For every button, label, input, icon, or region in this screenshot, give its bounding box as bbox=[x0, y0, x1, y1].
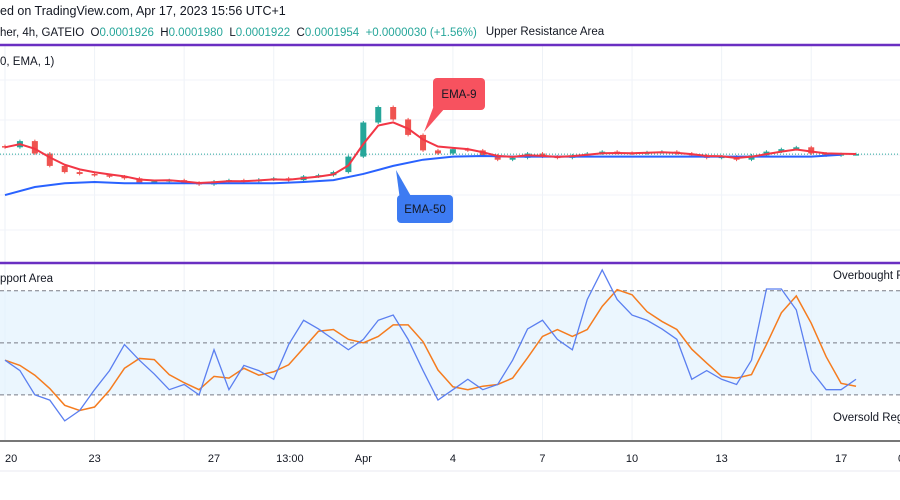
candle-down bbox=[121, 176, 128, 179]
close-label: C bbox=[296, 27, 305, 39]
ema-50-callout bbox=[397, 195, 453, 223]
upper-resistance-label: Upper Resistance Area bbox=[486, 26, 605, 38]
candle-down bbox=[61, 165, 68, 173]
oscillator-slow-line bbox=[4, 288, 857, 412]
x-tick-label: 13 bbox=[716, 453, 728, 465]
candle-down bbox=[46, 153, 53, 166]
candle-up bbox=[375, 107, 382, 123]
x-tick-label: 10 bbox=[626, 453, 638, 465]
indicator-label[interactable]: 0, EMA, 1) bbox=[0, 56, 55, 68]
x-tick-label: 17 bbox=[835, 453, 847, 465]
candle-down bbox=[76, 172, 83, 174]
support-area-label: pport Area bbox=[0, 273, 54, 285]
ema-9-label: EMA-9 bbox=[441, 89, 476, 101]
oversold-label: Oversold Reg bbox=[833, 412, 900, 424]
ema-9-line bbox=[4, 121, 857, 184]
x-tick-label: Apr bbox=[355, 453, 372, 465]
publish-header: ed on TradingView.com, Apr 17, 2023 15:5… bbox=[0, 4, 286, 18]
candle-down bbox=[420, 134, 427, 151]
candle-up bbox=[509, 157, 516, 160]
high-value: 0.0001980 bbox=[168, 27, 223, 39]
high-label: H bbox=[160, 27, 169, 39]
candle-down bbox=[390, 107, 397, 120]
low-label: L bbox=[229, 27, 236, 39]
candle-up bbox=[853, 154, 860, 156]
candle-up bbox=[793, 147, 800, 150]
ohlc-legend: her, 4h, GATEIO O0.0001926 H0.0001980 L0… bbox=[0, 27, 477, 39]
candle-down bbox=[434, 150, 441, 154]
x-tick-label: 20 bbox=[5, 453, 17, 465]
close-value: 0.0001954 bbox=[304, 27, 360, 39]
low-value: 0.0001922 bbox=[235, 27, 291, 39]
change-value: +0.0000030 (+1.56%) bbox=[365, 27, 477, 39]
candle-up bbox=[449, 149, 456, 154]
x-tick-label: 23 bbox=[88, 453, 100, 465]
candle-down bbox=[106, 175, 113, 177]
x-tick-label: 7 bbox=[539, 453, 545, 465]
candle-down bbox=[31, 141, 38, 154]
ema-50-label: EMA-50 bbox=[404, 204, 446, 216]
x-tick-label: 4 bbox=[450, 453, 456, 465]
candle-down bbox=[494, 155, 501, 160]
candle-down bbox=[808, 147, 815, 154]
ema-9-callout bbox=[433, 78, 485, 110]
oscillator-fast-line bbox=[4, 268, 857, 422]
ema-50-callout-pointer bbox=[396, 170, 412, 200]
ema-50-line bbox=[4, 153, 842, 197]
open-value: 0.0001926 bbox=[99, 27, 154, 39]
candle-down bbox=[91, 173, 98, 176]
candle-down bbox=[823, 153, 830, 156]
candle-down bbox=[405, 119, 412, 135]
candle-up bbox=[360, 122, 367, 157]
x-tick-label: 13:00 bbox=[276, 453, 304, 465]
symbol-info: her, 4h, GATEIO bbox=[0, 27, 85, 39]
candle-up bbox=[151, 181, 158, 183]
x-tick-label-cut: 0 bbox=[898, 453, 900, 465]
candle-up bbox=[778, 149, 785, 152]
overbought-label: Overbought R bbox=[833, 270, 900, 282]
x-tick-label: 27 bbox=[208, 453, 220, 465]
open-label: O bbox=[90, 27, 100, 39]
